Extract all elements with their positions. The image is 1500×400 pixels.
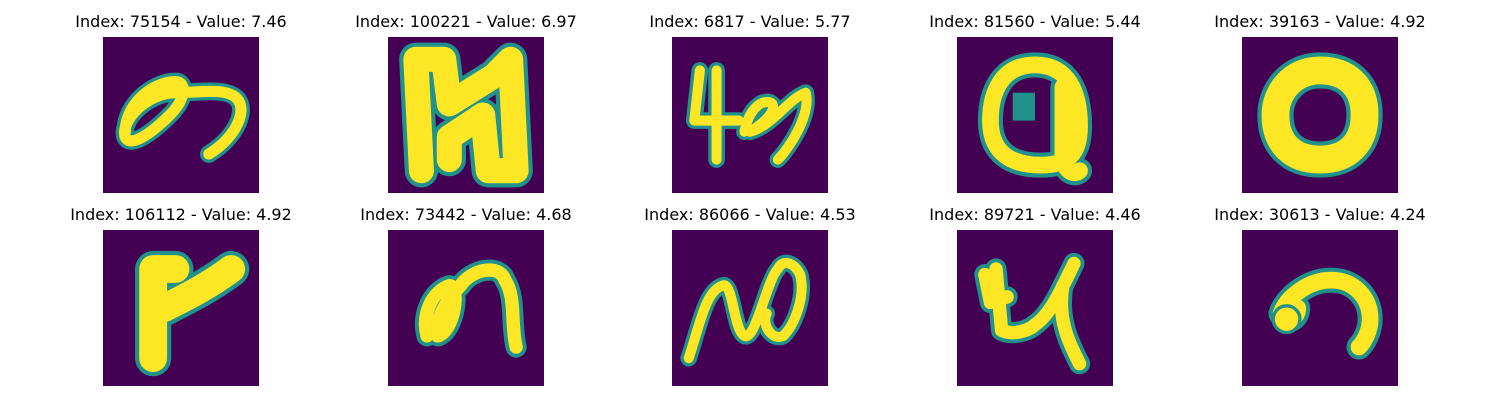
panel-7: Index: 73442 - Value: 4.68	[346, 205, 586, 395]
panel-title: Index: 75154 - Value: 7.46	[75, 12, 287, 31]
panel-title: Index: 30613 - Value: 4.24	[1214, 205, 1426, 224]
panel-4: Index: 81560 - Value: 5.44	[915, 12, 1155, 202]
panel-3: Index: 6817 - Value: 5.77	[630, 12, 870, 202]
panel-title: Index: 81560 - Value: 5.44	[929, 12, 1141, 31]
panel-title: Index: 73442 - Value: 4.68	[360, 205, 572, 224]
panel-2: Index: 100221 - Value: 6.97	[346, 12, 586, 202]
panel-title: Index: 86066 - Value: 4.53	[644, 205, 856, 224]
glyph-image	[103, 37, 259, 193]
panel-8: Index: 86066 - Value: 4.53	[630, 205, 870, 395]
panel-10: Index: 30613 - Value: 4.24	[1200, 205, 1440, 395]
glyph-image	[1242, 37, 1398, 193]
glyph-image	[957, 37, 1113, 193]
glyph-image	[388, 230, 544, 386]
panel-1: Index: 75154 - Value: 7.46	[61, 12, 301, 202]
panel-title: Index: 89721 - Value: 4.46	[929, 205, 1141, 224]
panel-title: Index: 39163 - Value: 4.92	[1214, 12, 1426, 31]
glyph-image	[1242, 230, 1398, 386]
glyph-image	[388, 37, 544, 193]
stroke-core	[119, 76, 247, 160]
panel-9: Index: 89721 - Value: 4.46	[915, 205, 1155, 395]
panel-title: Index: 100221 - Value: 6.97	[355, 12, 577, 31]
glyph-image	[957, 230, 1113, 386]
panel-title: Index: 6817 - Value: 5.77	[649, 12, 851, 31]
glyph-image	[672, 230, 828, 386]
glyph-image	[103, 230, 259, 386]
panel-5: Index: 39163 - Value: 4.92	[1200, 12, 1440, 202]
glyph-image	[672, 37, 828, 193]
panel-6: Index: 106112 - Value: 4.92	[61, 205, 301, 395]
panel-title: Index: 106112 - Value: 4.92	[70, 205, 292, 224]
